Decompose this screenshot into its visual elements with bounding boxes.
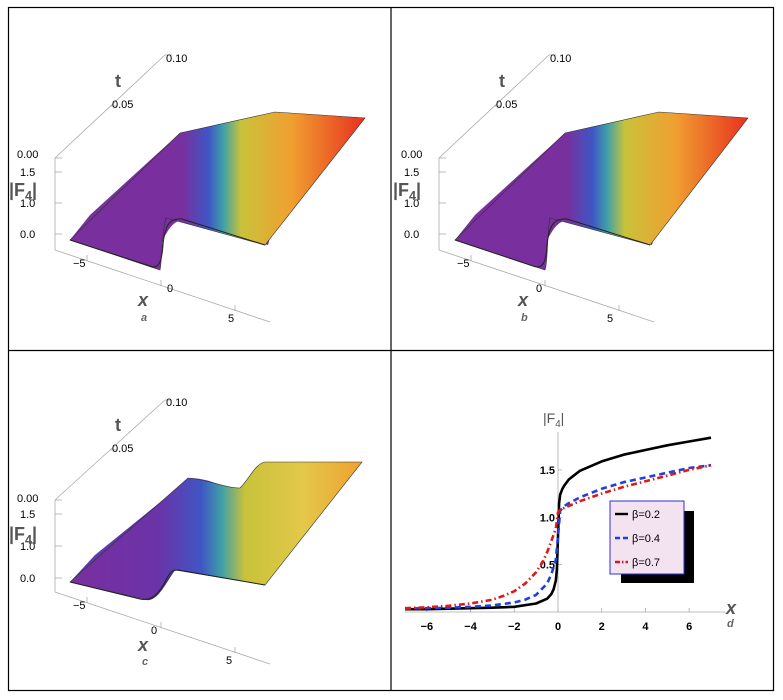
panel-label-c: c — [142, 656, 148, 668]
legend-label: β=0.2 — [632, 509, 660, 521]
surface-main — [454, 111, 749, 271]
z-tick-label: 0.0 — [404, 229, 419, 241]
x-tick-label: 5 — [228, 313, 234, 325]
x-tick-label: 0 — [151, 625, 157, 637]
x-tick-label: −5 — [73, 600, 86, 612]
series-line-0 — [405, 436, 712, 611]
x-tick-label: −5 — [73, 258, 86, 270]
y-tick-label: 1.5 — [540, 465, 555, 477]
box-edge — [54, 249, 271, 323]
x-axis-label: x — [137, 290, 149, 310]
x-tick-label: −5 — [457, 258, 470, 270]
series-line-1 — [404, 463, 712, 610]
z-tick-label: 1.0 — [404, 198, 419, 210]
t-axis-label: t — [115, 415, 121, 435]
t-tick-label: 0.10 — [166, 397, 187, 409]
z-tick-label: 1.0 — [20, 541, 35, 553]
legend-label: β=0.7 — [632, 557, 660, 569]
z-tick-label: 1.0 — [20, 198, 35, 210]
panel-label-d: d — [727, 618, 734, 630]
t-tick-label: 0.00 — [17, 149, 38, 161]
x-tick-label: −6 — [421, 621, 434, 633]
x-axis-label: x — [137, 635, 149, 655]
t-axis-label: t — [499, 71, 505, 91]
legend: β=0.2 β=0.4 β=0.7 — [609, 500, 694, 583]
z-tick-label: 1.5 — [20, 167, 35, 179]
panel-d-line-plot: −6 −4 −2 0 2 4 60.51.01.5 x d |F4| β=0.2 β=0.4… — [404, 410, 737, 633]
x-tick-label: 0 — [555, 621, 561, 633]
z-axis-label: |F4| — [393, 180, 421, 203]
surface-front-edge — [69, 569, 266, 601]
t-tick-label: 0.00 — [17, 493, 38, 505]
panel-b-surface-plot: 0.10 0.05 0.00 t 1.5 1.0 0.0 |F4| −5 0 5… — [393, 53, 749, 325]
z-tick-label: 0.0 — [20, 573, 35, 585]
box-edge — [438, 249, 655, 323]
x-tick-label: 0 — [167, 283, 173, 295]
x-tick-label: 6 — [686, 621, 692, 633]
x-tick-label: −4 — [464, 621, 477, 633]
x-tick-label: 2 — [599, 621, 605, 633]
t-tick-label: 0.05 — [112, 443, 133, 455]
x-tick-label: 0 — [536, 283, 542, 295]
surface-main — [69, 111, 366, 271]
x-axis-label: x — [517, 290, 529, 310]
x-tick-label: −2 — [508, 621, 521, 633]
surface-front-edge — [454, 218, 651, 268]
y-tick-label: 1.0 — [540, 512, 555, 524]
t-tick-label: 0.05 — [112, 99, 133, 111]
panel-label-a: a — [141, 312, 147, 324]
x-tick-label: 5 — [226, 655, 232, 667]
box-edge — [438, 54, 550, 159]
t-axis-label: t — [115, 71, 121, 91]
legend-label: β=0.4 — [632, 533, 660, 545]
x-tick-label: 5 — [607, 313, 613, 325]
t-tick-label: 0.05 — [496, 99, 517, 111]
z-tick-label: 1.5 — [404, 167, 419, 179]
panel-label-b: b — [521, 312, 528, 324]
z-tick-label: 0.0 — [20, 229, 35, 241]
panel-c-surface-plot: 0.10 0.05 0.00 t 1.5 1.0 0.0 |F4| −5 0 5… — [9, 397, 363, 668]
z-tick-label: 1.5 — [20, 509, 35, 521]
panel-a-surface-plot: 0.10 0.05 0.00 t 1.5 1.0 0.0 |F4| −5 0 5… — [9, 53, 366, 325]
y-axis-label: |F4| — [543, 410, 564, 430]
z-axis-label: |F4| — [9, 524, 37, 547]
surface-main — [69, 461, 363, 601]
x-tick-label: 4 — [642, 621, 649, 633]
surface-front-edge — [69, 218, 266, 268]
x-axis-label: x — [725, 598, 737, 618]
box-edge — [54, 591, 271, 665]
t-tick-label: 0.10 — [550, 53, 571, 65]
z-axis-label: |F4| — [9, 180, 37, 203]
series-line-2 — [404, 463, 712, 610]
box-edge — [54, 54, 166, 159]
t-tick-label: 0.10 — [166, 53, 187, 65]
t-tick-label: 0.00 — [401, 149, 422, 161]
